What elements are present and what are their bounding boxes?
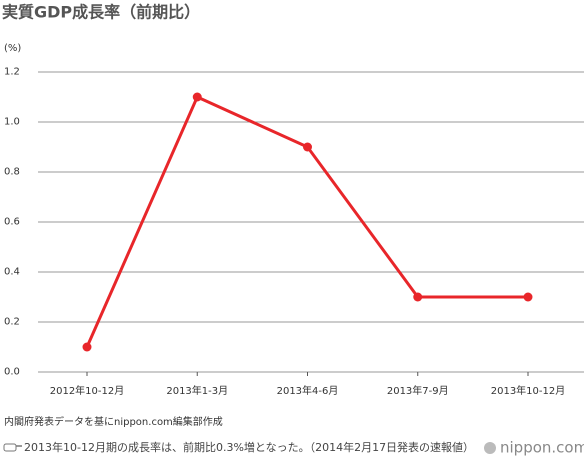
point bbox=[303, 142, 312, 152]
point bbox=[82, 342, 92, 352]
point bbox=[192, 92, 202, 102]
x-tick-label: 2013年1-3月 bbox=[166, 384, 228, 397]
hand-icon bbox=[3, 443, 22, 452]
y-tick-label: 0.0 bbox=[4, 367, 20, 378]
note: 2013年10-12月期の成長率は、前期比0.3%増となった。（2014年2月1… bbox=[24, 440, 474, 454]
chart-title: 実質GDP成長率（前期比） bbox=[2, 3, 200, 22]
x-tick-label: 2013年10-12月 bbox=[491, 384, 566, 397]
point bbox=[523, 292, 533, 302]
point bbox=[413, 292, 423, 302]
logo-icon bbox=[484, 442, 496, 454]
y-tick-label: 0.6 bbox=[4, 217, 20, 228]
y-tick-label: 1.0 bbox=[4, 117, 20, 128]
logo: nippon.com bbox=[500, 439, 584, 457]
source: 内閣府発表データを基にnippon.com編集部作成 bbox=[4, 415, 223, 428]
y-tick-label: 0.8 bbox=[4, 167, 20, 178]
x-tick-label: 2013年7-9月 bbox=[387, 384, 449, 397]
y-tick-label: 0.2 bbox=[4, 317, 20, 328]
y-tick-label: 0.4 bbox=[4, 267, 20, 278]
y-tick-label: 1.2 bbox=[4, 67, 20, 78]
x-tick-label: 2012年10-12月 bbox=[50, 384, 125, 397]
x-tick-label: 2013年4-6月 bbox=[277, 384, 339, 397]
y-axis-label: (%) bbox=[4, 43, 21, 54]
